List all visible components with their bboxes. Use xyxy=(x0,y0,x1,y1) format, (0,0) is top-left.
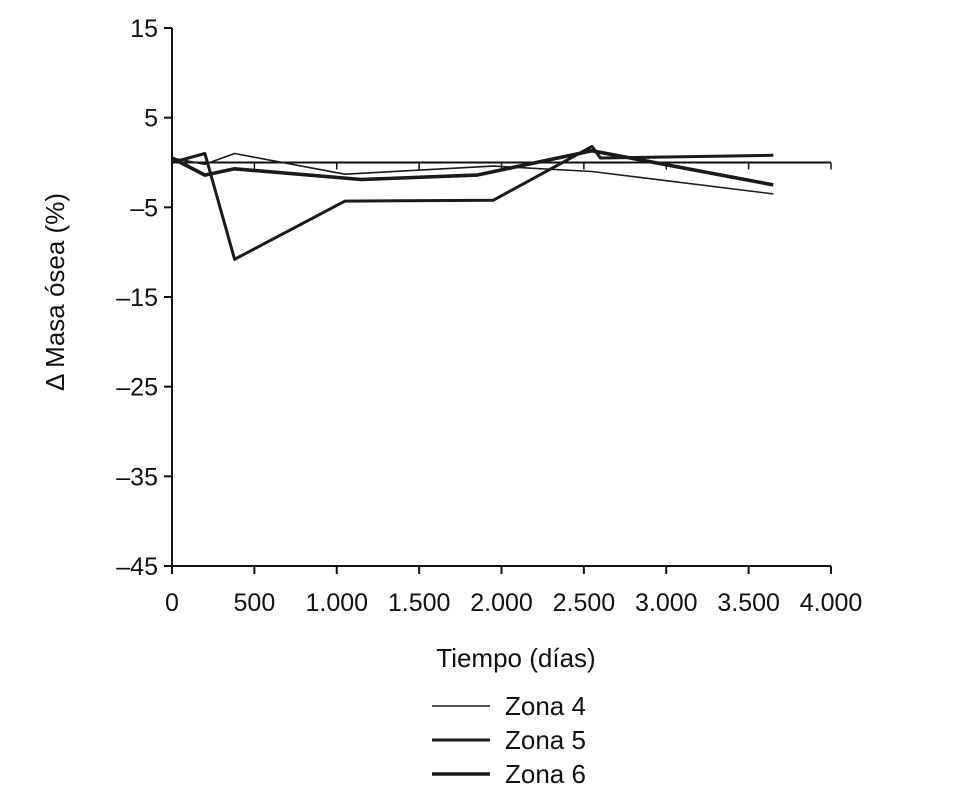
y-axis-title: Δ Masa ósea (%) xyxy=(40,193,70,391)
series-lines xyxy=(171,144,774,261)
series-line-2 xyxy=(171,144,774,261)
x-tick-label: 1.500 xyxy=(388,589,451,617)
x-tick-label: 2.500 xyxy=(553,589,616,617)
axes: 15 5 –5 –15 –25 –35 –450 500 1.000 1.500 2.000 2.50… xyxy=(116,15,862,617)
y-tick-label: 5 xyxy=(144,105,158,133)
y-tick-label: 15 xyxy=(130,15,158,43)
x-tick-label: 4.000 xyxy=(800,589,863,617)
legend-label-3: Zona 6 xyxy=(505,759,586,789)
x-tick-label: 500 xyxy=(234,589,276,617)
x-tick-label: 2.000 xyxy=(470,589,533,617)
series-line-1 xyxy=(171,152,774,195)
x-tick-label: 3.000 xyxy=(635,589,698,617)
x-tick-label: 0 xyxy=(165,589,179,617)
y-tick-label: –35 xyxy=(116,463,158,491)
y-tick-label: –45 xyxy=(116,553,158,581)
legend-label-1: Zona 4 xyxy=(505,691,586,721)
x-axis-title: Tiempo (días) xyxy=(436,643,595,673)
series-line-3 xyxy=(171,149,774,187)
y-tick-label: –15 xyxy=(116,284,158,312)
x-tick-label: 3.500 xyxy=(717,589,780,617)
y-tick-label: –25 xyxy=(116,374,158,402)
legend: Zona 4 Zona 5 Zona 6 xyxy=(432,691,586,789)
y-tick-label: –5 xyxy=(130,194,158,222)
legend-label-2: Zona 5 xyxy=(505,725,586,755)
x-tick-label: 1.000 xyxy=(305,589,368,617)
